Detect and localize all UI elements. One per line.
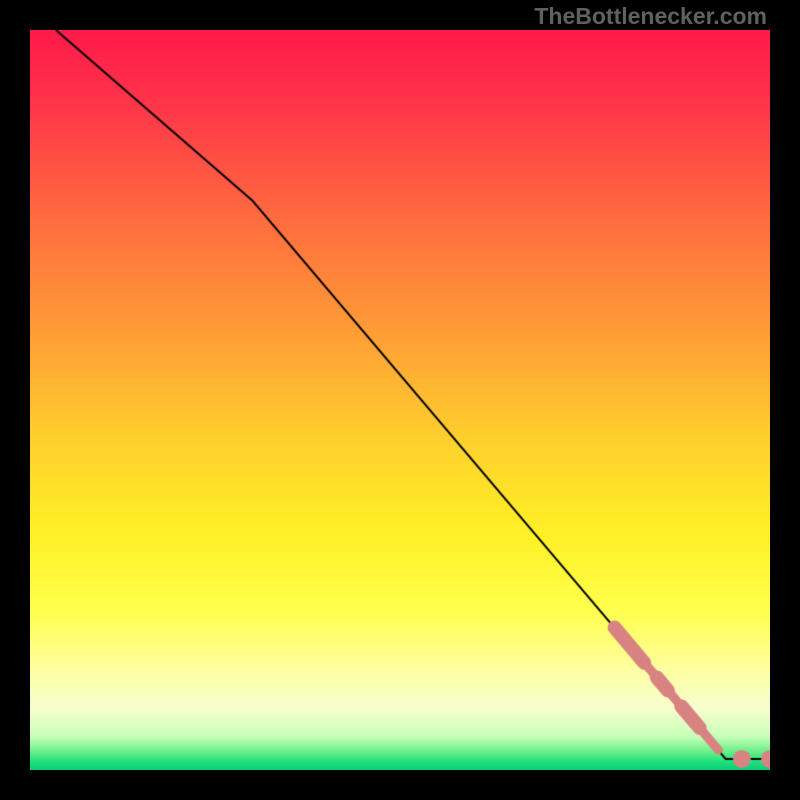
plot-area xyxy=(30,30,770,770)
bottleneck-line-chart xyxy=(30,30,770,770)
watermark-text: TheBottlenecker.com xyxy=(534,3,767,30)
chart-container: TheBottlenecker.com xyxy=(0,0,800,800)
